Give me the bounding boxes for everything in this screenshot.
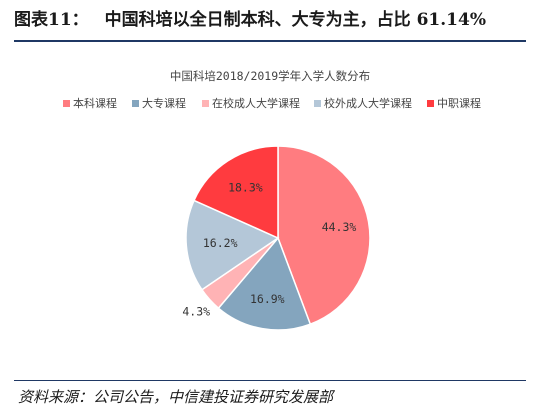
- legend-item-junior-college: 大专课程: [132, 96, 186, 110]
- legend-label: 在校成人大学课程: [212, 96, 300, 110]
- slice-offcampus-adult: [185, 199, 280, 291]
- pie-data-labels: 44.3% 16.9% 4.3% 16.2% 18.3%: [182, 181, 356, 319]
- source-note: 资料来源：公司公告，中信建投证券研究发展部: [18, 388, 334, 406]
- slice-vocational: [193, 145, 279, 240]
- data-label-offcampus-adult: 16.2%: [203, 236, 238, 250]
- slice-junior-college: [217, 236, 312, 331]
- legend-item-offcampus-adult: 校外成人大学课程: [314, 96, 412, 110]
- data-label-vocational: 18.3%: [228, 181, 263, 195]
- top-rule: [14, 40, 526, 42]
- figure-label: 图表11：: [14, 10, 89, 30]
- pie-slices: [185, 145, 371, 331]
- legend-swatch: [427, 100, 434, 107]
- legend-swatch: [63, 100, 70, 107]
- legend-item-oncampus-adult: 在校成人大学课程: [202, 96, 300, 110]
- legend-swatch: [314, 100, 321, 107]
- legend-label: 校外成人大学课程: [324, 96, 412, 110]
- legend-label: 本科课程: [73, 96, 117, 110]
- legend-item-undergraduate: 本科课程: [63, 96, 117, 110]
- legend-swatch: [202, 100, 209, 107]
- figure-heading: 图表11： 中国科培以全日制本科、大专为主，占比 61.14%: [14, 8, 526, 32]
- legend-item-vocational: 中职课程: [427, 97, 481, 110]
- bottom-rule: [14, 380, 526, 381]
- pie-chart: 中国科培2018/2019学年入学人数分布 本科课程 大专课程 在校成人大学课程 校外…: [63, 69, 481, 331]
- legend-swatch: [132, 100, 139, 107]
- figure-title: 中国科培以全日制本科、大专为主，占比 61.14%: [104, 10, 486, 30]
- legend-label: 中职课程: [437, 97, 481, 110]
- slice-undergraduate: [277, 145, 371, 326]
- chart-title: 中国科培2018/2019学年入学人数分布: [170, 69, 370, 83]
- data-label-oncampus-adult: 4.3%: [182, 305, 210, 319]
- chart-legend: 本科课程 大专课程 在校成人大学课程 校外成人大学课程 中职课程: [63, 96, 481, 110]
- data-label-undergraduate: 44.3%: [322, 220, 357, 234]
- data-label-junior-college: 16.9%: [250, 292, 285, 306]
- legend-label: 大专课程: [142, 96, 186, 110]
